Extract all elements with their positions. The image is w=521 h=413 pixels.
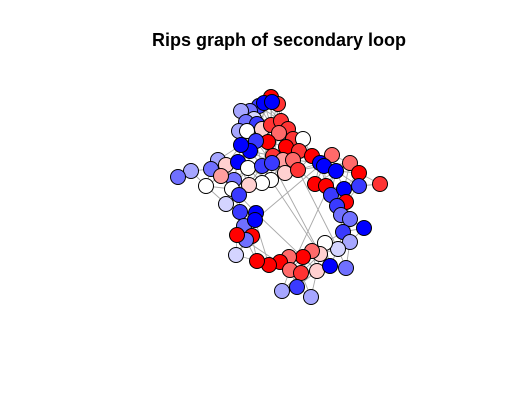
graph-node [295,249,311,265]
graph-node [290,162,306,178]
graph-node [342,211,358,227]
graph-node [228,247,244,263]
graph-nodes [170,89,388,305]
graph-node [198,178,214,194]
graph-node [338,260,354,276]
graph-edge [270,179,321,255]
graph-node [218,196,234,212]
graph-node [342,234,358,250]
graph-node [170,169,186,185]
graph-node [328,163,344,179]
graph-node [322,258,338,274]
graph-node [351,178,367,194]
graph-node [232,204,248,220]
graph-node [372,176,388,192]
graph-node [293,265,309,281]
graph-node [289,279,305,295]
graph-node [241,177,257,193]
graph-node [249,253,265,269]
plot-title: Rips graph of secondary loop [151,30,407,50]
graph-node [330,241,346,257]
graph-node [277,165,293,181]
graph-node [233,137,249,153]
graph-node [336,181,352,197]
graph-node [213,168,229,184]
graph-node [271,125,287,141]
graph-node [264,94,280,110]
graph-node [231,187,247,203]
graph-node [254,175,270,191]
graph-node [240,160,256,176]
graph-node [303,289,319,305]
graph-node [342,155,358,171]
graph-node [356,220,372,236]
graph-node [264,155,280,171]
graph-node [274,283,290,299]
graph-node [229,227,245,243]
graph-node [183,163,199,179]
graph-node [247,212,263,228]
graph-node [324,147,340,163]
